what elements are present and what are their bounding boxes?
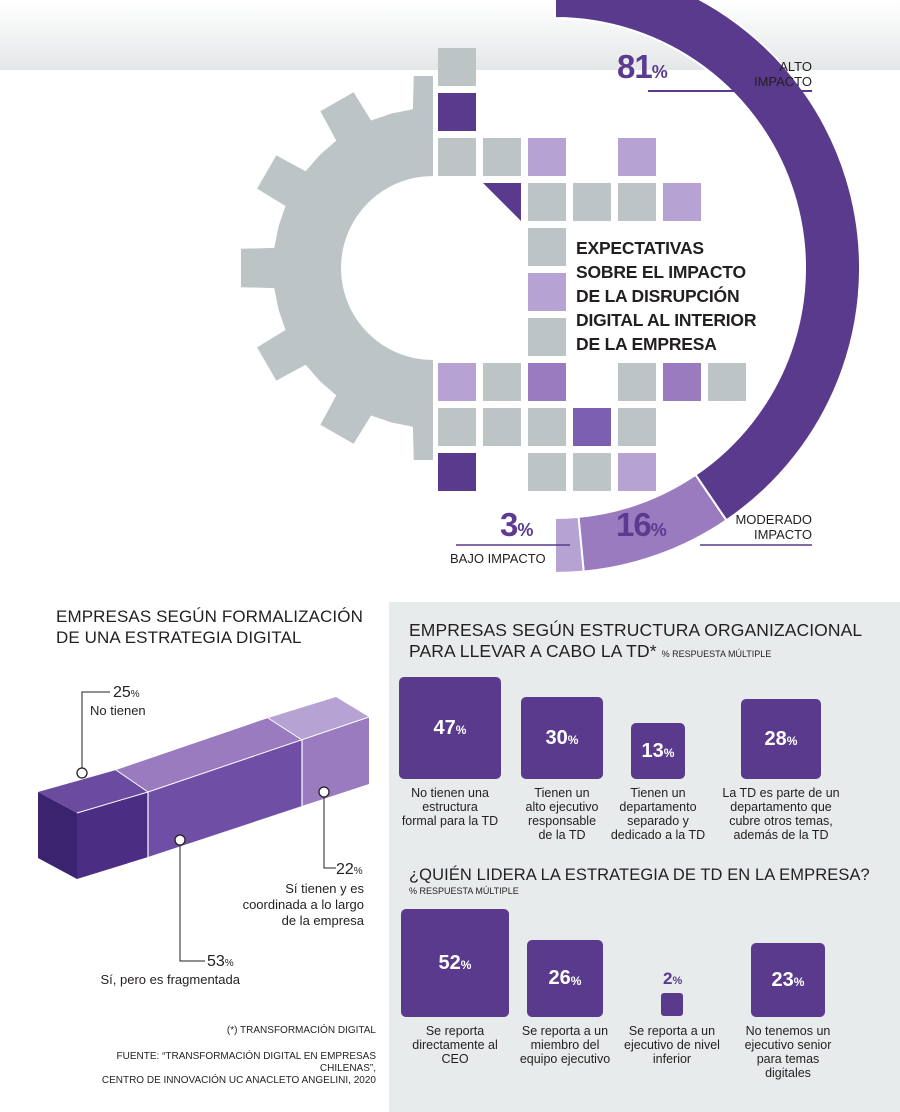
leader-caption-1: Se reporta directamente al CEO xyxy=(412,1024,498,1066)
leader-box-4: 23% xyxy=(751,943,825,1017)
strategy-title: EMPRESAS SEGÚN FORMALIZACIÓN DE UNA ESTRA… xyxy=(56,607,363,647)
strategy-3d-bar xyxy=(38,691,370,962)
leader-box-3 xyxy=(661,993,683,1016)
moderate-pct: 16% xyxy=(616,506,667,543)
pixel-square xyxy=(438,138,476,176)
no-label: No tienen xyxy=(90,703,146,718)
pixel-square xyxy=(528,183,566,221)
pixel-square xyxy=(528,273,566,311)
pixel-square xyxy=(708,363,746,401)
pixel-square xyxy=(618,408,656,446)
pixel-square xyxy=(663,363,701,401)
leader-box-2: 26% xyxy=(527,940,603,1017)
structure-box-4: 28% xyxy=(741,699,821,779)
no-pct: 25% xyxy=(113,684,140,701)
pixel-square xyxy=(438,453,476,491)
leader-caption-2: Se reporta a un miembro del equipo ejecuti… xyxy=(519,1024,611,1066)
pixel-square xyxy=(573,408,611,446)
high-label: ALTO IMPACTO xyxy=(753,59,812,89)
pixel-square xyxy=(483,138,521,176)
frag-pct: 53% xyxy=(207,953,234,970)
frag-label: Sí, pero es fragmentada xyxy=(100,972,240,987)
structure-caption-2: Tienen un alto ejecutivo responsable de la … xyxy=(525,786,599,842)
marker-frag xyxy=(174,834,186,846)
leader-box-1: 52% xyxy=(401,909,509,1017)
pixel-square xyxy=(528,228,566,266)
bar-side xyxy=(38,792,77,879)
marker-coord xyxy=(318,786,330,798)
bar-no-top xyxy=(38,770,148,813)
impact-donut xyxy=(554,0,861,575)
leader-caption-4: No tenemos un ejecutivo senior para temas d… xyxy=(744,1024,832,1080)
high-pct: 81% xyxy=(617,48,668,85)
bar-no-front xyxy=(77,792,148,879)
pixel-square xyxy=(573,183,611,221)
bar-coord-front xyxy=(302,717,369,806)
pixel-square xyxy=(438,408,476,446)
structure-title: EMPRESAS SEGÚN ESTRUCTURA ORGANIZACIONAL… xyxy=(409,620,863,661)
gear-impact-chart xyxy=(241,0,861,575)
leader-title: ¿QUIÉN LIDERA LA ESTRATEGIA DE TD EN LA … xyxy=(409,866,870,884)
structure-box-3: 13% xyxy=(631,723,685,779)
pixel-square xyxy=(438,48,476,86)
high-impact-arc xyxy=(554,0,861,522)
pixel-square xyxy=(573,453,611,491)
leader-pct-3: 2% xyxy=(663,969,683,988)
pixel-square xyxy=(618,363,656,401)
bar-frag-front xyxy=(148,740,302,857)
structure-caption-1: No tienen una estructura formal para la TD xyxy=(401,786,499,828)
pixel-square xyxy=(528,318,566,356)
coord-pct: 22% xyxy=(336,861,363,878)
pixel-square xyxy=(618,138,656,176)
pixel-square xyxy=(618,453,656,491)
pixel-square xyxy=(483,408,521,446)
pixel-square xyxy=(663,183,701,221)
pixel-square xyxy=(528,138,566,176)
pixel-square xyxy=(438,93,476,131)
pixel-square xyxy=(528,363,566,401)
gear-icon xyxy=(241,76,433,460)
coord-label: Sí tienen y es coordinada a lo largo de la… xyxy=(242,881,364,928)
structure-box-2: 30% xyxy=(521,697,603,779)
pixel-square xyxy=(528,408,566,446)
footnote: (*) TRANSFORMACIÓN DIGITAL xyxy=(226,1025,376,1036)
source: FUENTE: “TRANSFORMACIÓN DIGITAL EN EMPRE… xyxy=(101,1051,376,1086)
pixel-square xyxy=(528,453,566,491)
pixel-squares xyxy=(438,48,746,491)
gear-title: EXPECTATIVAS SOBRE EL IMPACTO DE LA DISR… xyxy=(576,238,757,354)
bar-frag-top xyxy=(116,718,302,792)
low-pct: 3% xyxy=(500,506,533,543)
pixel-square xyxy=(618,183,656,221)
leader-note: % RESPUESTA MÚLTIPLE xyxy=(409,886,519,896)
structure-caption-3: Tienen un departamento separado y dedicado … xyxy=(610,786,706,842)
structure-caption-4: La TD es parte de un departamento que cubr… xyxy=(722,786,840,842)
pixel-square xyxy=(438,363,476,401)
moderate-label: MODERADO IMPACTO xyxy=(735,512,812,542)
marker-no xyxy=(76,767,88,779)
gear-shape xyxy=(241,76,433,460)
bar-coord-top xyxy=(268,697,369,740)
pixel-square xyxy=(483,363,521,401)
leader-caption-3: Se reporta a un ejecutivo de nivel inferio… xyxy=(624,1024,720,1066)
pixel-triangle xyxy=(483,183,521,221)
structure-box-1: 47% xyxy=(399,677,501,779)
low-label: BAJO IMPACTO xyxy=(450,551,546,566)
